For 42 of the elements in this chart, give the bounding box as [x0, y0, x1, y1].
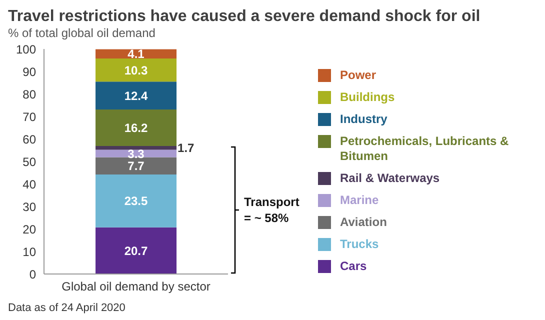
legend-label: Trucks: [340, 237, 379, 252]
bar: [96, 227, 177, 274]
x-tick-label: Global oil demand by sector: [62, 280, 210, 294]
legend-label: Rail & Waterways: [340, 171, 440, 186]
legend-label: Cars: [340, 259, 367, 274]
bar: [96, 58, 177, 82]
bar: [96, 49, 177, 58]
bar: [96, 174, 177, 228]
y-tick-label: 20: [22, 222, 36, 236]
data-label: 12.4: [124, 88, 148, 103]
y-tick-label: 70: [22, 110, 36, 124]
data-label: 3.3: [128, 146, 145, 161]
text: Transport = ~ 58%: [244, 194, 300, 226]
data-label: 20.7: [124, 244, 148, 258]
data-label: 23.5: [124, 194, 148, 208]
y-tick-label: 60: [22, 132, 36, 146]
y-tick-label: 100: [16, 42, 36, 56]
bar: [96, 157, 177, 175]
y-tick-label: 40: [22, 177, 36, 192]
text: Data as of 24 April 2020: [8, 302, 126, 314]
y-tick-label: 90: [22, 64, 36, 79]
data-label: 10.3: [124, 63, 148, 78]
legend-label: Marine: [340, 193, 379, 208]
legend-label: Aviation: [340, 215, 387, 230]
data-label: 4.1: [128, 47, 145, 62]
y-tick-label: 0: [29, 267, 36, 282]
text: Travel restrictions have caused a severe demand shock for oil: [8, 8, 482, 26]
legend-label: Power: [340, 68, 376, 83]
y-tick-label: 80: [22, 87, 36, 102]
bar: [96, 146, 177, 150]
data-label: 7.7: [128, 159, 145, 174]
y-tick-label: 50: [22, 154, 36, 169]
chart-subtitle: % of total global oil demand: [8, 26, 156, 41]
data-label: 16.2: [124, 121, 148, 136]
bar: [96, 110, 177, 146]
legend-label: Industry: [340, 112, 388, 127]
y-tick-label: 10: [22, 244, 36, 259]
legend-label: Buildings: [340, 90, 395, 105]
data-label: 1.7: [178, 141, 195, 156]
y-tick-label: 30: [22, 200, 36, 214]
legend-label: Petrochemicals, Lubricants & Bitumen: [340, 134, 510, 164]
bar: [96, 82, 177, 110]
